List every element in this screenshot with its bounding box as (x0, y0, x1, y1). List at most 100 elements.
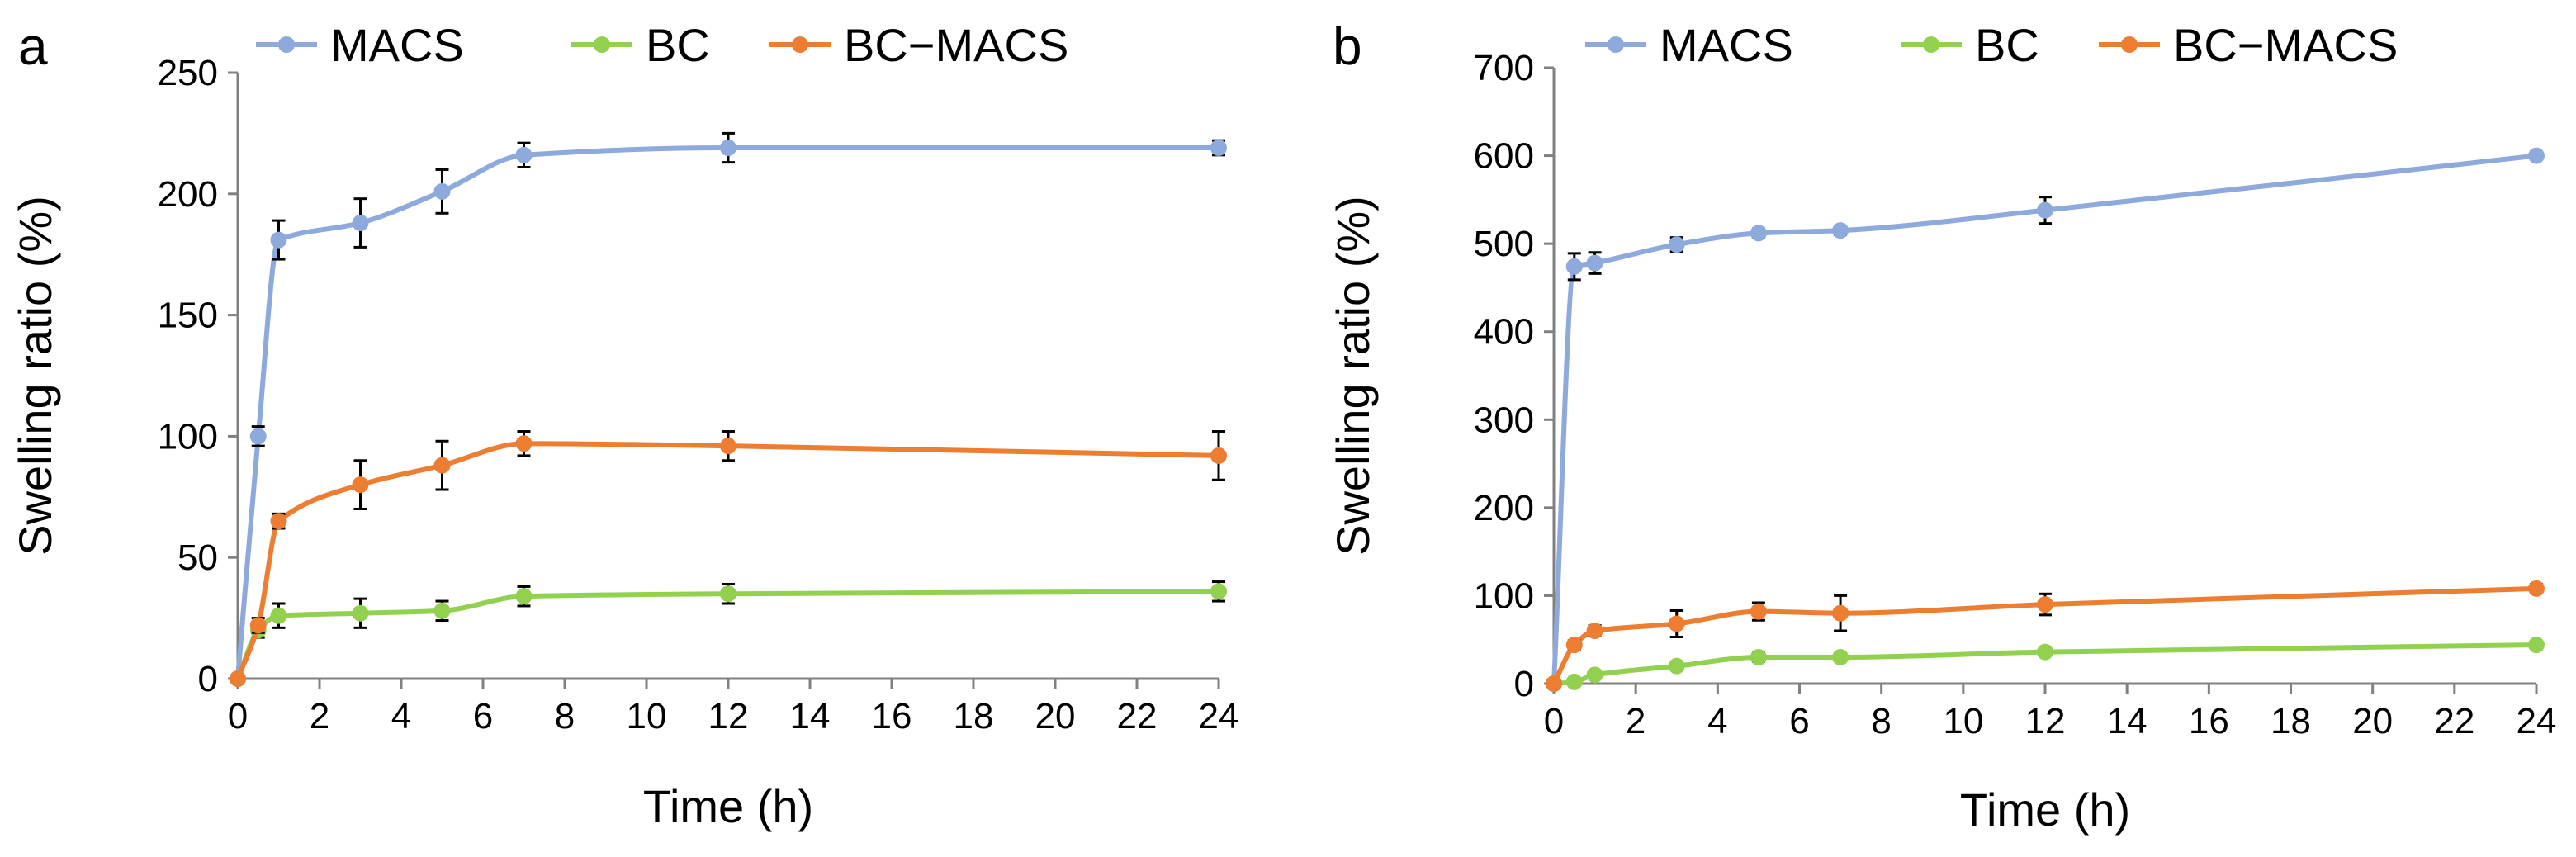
data-point (1565, 673, 1583, 690)
data-point (433, 182, 451, 200)
y-tick-label: 0 (1514, 664, 1534, 704)
x-tick-label: 18 (2271, 701, 2311, 741)
data-point (2528, 637, 2545, 654)
legend-item-bc-macs: BC−MACS (769, 19, 1068, 71)
data-point (720, 438, 736, 455)
y-tick-label: 100 (158, 416, 218, 457)
x-tick-label: 22 (2434, 701, 2474, 741)
data-point (352, 604, 369, 622)
data-point (720, 585, 736, 603)
legend-item-bc: BC (571, 19, 710, 71)
x-tick-label: 6 (1789, 701, 1809, 741)
x-tick-label: 24 (1199, 696, 1239, 736)
legend-swatch-marker (1608, 36, 1624, 53)
x-tick-label: 8 (1871, 701, 1891, 741)
legend-swatch-marker (792, 36, 808, 53)
data-point (515, 146, 533, 163)
x-tick-label: 12 (708, 696, 749, 736)
legend-label: MACS (1660, 19, 1793, 71)
x-tick-label: 18 (954, 696, 994, 736)
series-line (235, 441, 1219, 680)
series-bc (230, 580, 1227, 687)
data-point (270, 513, 287, 530)
x-axis-title: Time (h) (643, 780, 813, 832)
data-point (1565, 258, 1583, 275)
data-point (2037, 201, 2053, 219)
legend-label: BC (646, 19, 710, 71)
data-point (1668, 236, 1685, 253)
legend-item-bc-macs: BC−MACS (2099, 19, 2398, 71)
data-point (515, 435, 533, 452)
data-point (1210, 447, 1227, 464)
data-point (1750, 603, 1767, 620)
data-point (1586, 254, 1603, 272)
data-point (2528, 580, 2545, 597)
x-tick-label: 8 (555, 696, 575, 736)
data-point (270, 607, 287, 624)
data-point (2528, 147, 2545, 164)
x-tick-label: 12 (2025, 701, 2066, 741)
data-point (433, 457, 451, 474)
legend-swatch-marker (1923, 36, 1939, 53)
x-tick-label: 24 (2517, 701, 2557, 741)
data-point (1586, 666, 1603, 684)
legend-label: BC (1975, 19, 2039, 71)
legend-swatch-marker (594, 36, 610, 53)
data-point (1750, 225, 1767, 242)
data-point (1668, 657, 1685, 675)
series-macs (230, 131, 1227, 687)
data-point (249, 428, 267, 445)
legend-swatch-marker (2121, 36, 2138, 53)
x-tick-label: 14 (2107, 701, 2147, 741)
data-point (1832, 649, 1849, 666)
data-point (352, 476, 369, 494)
series-bc-macs (1546, 580, 2545, 692)
y-tick-label: 700 (1474, 48, 1534, 88)
legend-item-macs: MACS (256, 19, 464, 71)
data-point (1565, 637, 1583, 654)
data-point (2037, 596, 2053, 613)
data-point (1546, 675, 1562, 692)
x-axis-title: Time (h) (1960, 784, 2130, 836)
x-tick-label: 0 (1544, 701, 1564, 741)
x-tick-label: 14 (790, 696, 831, 736)
panel-b-letter: b (1333, 17, 1362, 76)
y-tick-label: 400 (1474, 312, 1534, 353)
y-tick-label: 250 (158, 53, 218, 93)
data-point (270, 231, 287, 249)
y-tick-label: 600 (1474, 136, 1534, 177)
data-point (249, 617, 267, 634)
y-tick-label: 300 (1474, 400, 1534, 440)
x-tick-label: 22 (1117, 696, 1158, 736)
data-point (352, 215, 369, 232)
legend-item-macs: MACS (1585, 19, 1793, 71)
y-tick-label: 500 (1474, 224, 1534, 264)
x-tick-label: 4 (1707, 701, 1727, 741)
y-tick-label: 200 (1474, 488, 1534, 528)
legend-label: MACS (330, 19, 464, 71)
x-tick-label: 20 (1035, 696, 1076, 736)
x-tick-label: 10 (627, 696, 667, 736)
data-point (1750, 649, 1767, 666)
x-tick-label: 10 (1943, 701, 1983, 741)
y-tick-label: 150 (158, 296, 218, 336)
x-tick-label: 4 (391, 696, 411, 736)
data-point (433, 602, 451, 619)
legend-item-bc: BC (1901, 19, 2039, 71)
data-point (1210, 140, 1227, 157)
data-point (230, 670, 246, 687)
data-point (1832, 604, 1849, 622)
series-bc-macs (230, 430, 1227, 687)
data-point (1210, 583, 1227, 600)
series-macs (1546, 147, 2545, 692)
x-tick-label: 6 (473, 696, 493, 736)
x-tick-label: 2 (310, 696, 329, 736)
y-tick-label: 200 (158, 174, 218, 215)
x-tick-label: 16 (2189, 701, 2229, 741)
data-point (720, 140, 736, 157)
y-tick-label: 50 (178, 537, 218, 578)
y-axis-title: Swelling ratio (%) (9, 196, 61, 556)
